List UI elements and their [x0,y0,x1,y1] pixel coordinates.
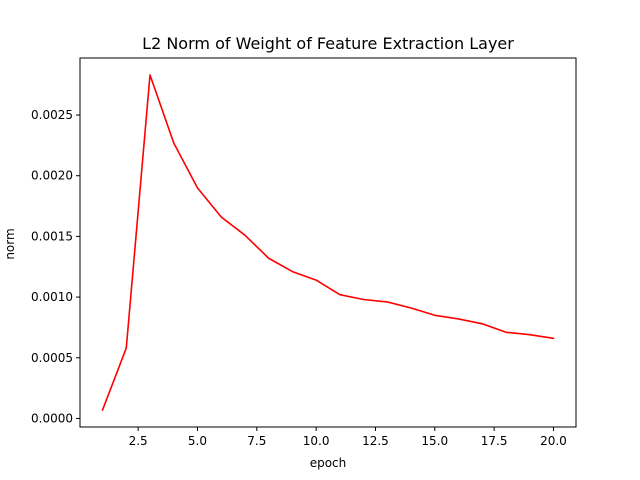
y-tick-label: 0.0015 [31,229,73,243]
y-axis-label: norm [3,228,17,259]
x-tick-label: 15.0 [421,434,448,448]
axes-frame [79,57,577,428]
y-tick-label: 0.0005 [31,351,73,365]
x-tick-label: 17.5 [481,434,508,448]
chart-title: L2 Norm of Weight of Feature Extraction … [142,34,514,53]
x-axis-label: epoch [310,456,347,470]
x-tick-label: 12.5 [362,434,389,448]
plot-area: 2.5 5.0 7.5 10.0 12.5 15.0 17.5 20.0 0.0000 0.000… [31,57,577,448]
series-line-0 [101,74,555,411]
x-tick-label: 20.0 [540,434,567,448]
x-tick-label: 2.5 [129,434,148,448]
x-tick-label: 7.5 [247,434,266,448]
x-tick-label: 5.0 [188,434,207,448]
y-tick-label: 0.0000 [31,411,73,425]
x-tick-label: 10.0 [303,434,330,448]
y-tick-label: 0.0020 [31,169,73,183]
y-tick-label: 0.0010 [31,290,73,304]
y-tick-label: 0.0025 [31,108,73,122]
